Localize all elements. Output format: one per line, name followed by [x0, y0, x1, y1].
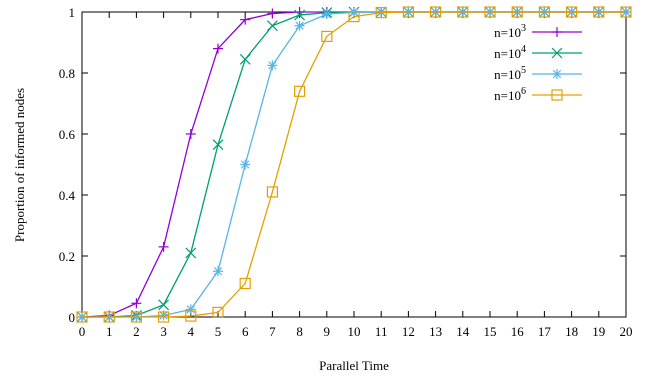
data-point	[511, 6, 523, 18]
data-point	[430, 6, 442, 18]
data-point	[538, 6, 551, 18]
legend: n=103 n=104 n=105 n=106	[494, 23, 582, 103]
data-point	[76, 311, 88, 323]
legend-item: n=103	[494, 23, 582, 40]
series-line	[81, 11, 626, 318]
data-point	[565, 6, 578, 18]
x-tick-label: 6	[242, 324, 249, 339]
legend-item: n=106	[494, 86, 582, 103]
data-point	[185, 247, 197, 259]
data-point	[321, 30, 333, 42]
data-point	[294, 85, 306, 97]
y-axis-title: Proportion of informed nodes	[12, 88, 27, 242]
plot-border	[81, 11, 627, 318]
data-point	[158, 241, 169, 252]
data-point	[484, 6, 496, 18]
y-tick-label: 1	[69, 5, 76, 20]
data-point	[240, 159, 251, 170]
x-tick-label: 0	[79, 324, 86, 339]
data-point	[294, 9, 306, 21]
x-tick-label: 8	[296, 324, 303, 339]
data-point	[402, 6, 414, 18]
x-tick-label: 4	[188, 324, 195, 339]
x-axis-title: Parallel Time	[319, 358, 389, 373]
legend-label: n=103	[494, 23, 526, 40]
legend-marker	[552, 69, 562, 79]
data-point	[593, 6, 605, 18]
legend-marker	[552, 27, 562, 37]
data-point	[185, 304, 196, 315]
data-point	[321, 9, 332, 20]
series-6	[76, 6, 632, 323]
data-point	[239, 53, 251, 65]
x-tick-label: 12	[402, 324, 415, 339]
x-tick-label: 15	[484, 324, 497, 339]
plot-area	[81, 11, 627, 318]
data-point	[213, 43, 223, 54]
y-tick-label: 0.4	[59, 188, 76, 203]
data-point	[130, 311, 142, 323]
data-point	[212, 139, 224, 151]
x-tick-label: 16	[511, 324, 525, 339]
x-tick-label: 9	[324, 324, 331, 339]
x-axis: 0 1 2 3 4 5 6 7 8 9 10 11 12 13 14 15 16 17 18 19 20	[79, 12, 633, 339]
x-tick-label: 19	[592, 324, 605, 339]
legend-item: n=105	[494, 65, 582, 82]
data-point	[185, 310, 197, 322]
data-point	[349, 7, 359, 18]
series-line	[82, 11, 626, 318]
series-layer	[76, 6, 632, 323]
x-tick-label: 11	[375, 324, 388, 339]
x-tick-label: 1	[106, 324, 113, 339]
legend-label: n=106	[494, 86, 526, 103]
data-point	[348, 10, 360, 23]
data-point	[103, 311, 115, 323]
x-tick-label: 18	[565, 324, 578, 339]
data-point	[294, 20, 305, 31]
data-point	[158, 299, 170, 311]
data-point	[158, 311, 170, 323]
data-point	[239, 277, 251, 290]
data-point	[266, 20, 278, 32]
x-tick-label: 14	[456, 324, 470, 339]
legend-label: n=105	[494, 65, 526, 82]
y-tick-label: 0	[69, 310, 76, 325]
data-point	[457, 6, 469, 18]
legend-marker	[551, 47, 563, 59]
legend-marker	[551, 89, 563, 101]
x-tick-label: 2	[133, 324, 140, 339]
data-point	[213, 266, 223, 277]
data-point	[240, 14, 251, 25]
legend-item: n=104	[494, 44, 582, 61]
y-tick-label: 0.6	[59, 127, 76, 142]
data-point	[185, 129, 196, 139]
series-4	[76, 6, 632, 323]
series-3	[77, 7, 631, 322]
data-point	[266, 186, 278, 198]
legend-label: n=104	[494, 44, 526, 61]
x-tick-label: 5	[215, 324, 222, 339]
data-point	[375, 7, 387, 19]
x-tick-label: 13	[429, 324, 442, 339]
series-line	[82, 11, 626, 318]
data-point	[620, 6, 632, 18]
x-tick-label: 3	[160, 324, 167, 339]
series-line	[82, 11, 626, 318]
x-tick-label: 10	[348, 324, 361, 339]
data-point	[267, 8, 278, 19]
data-point	[267, 60, 278, 71]
data-point	[131, 298, 142, 309]
x-tick-label: 7	[269, 324, 276, 339]
x-tick-label: 20	[620, 324, 633, 339]
y-tick-label: 0.2	[59, 249, 75, 264]
series-5	[77, 7, 631, 322]
data-point	[212, 306, 224, 319]
y-tick-label: 0.8	[59, 66, 75, 81]
x-tick-label: 17	[538, 324, 552, 339]
